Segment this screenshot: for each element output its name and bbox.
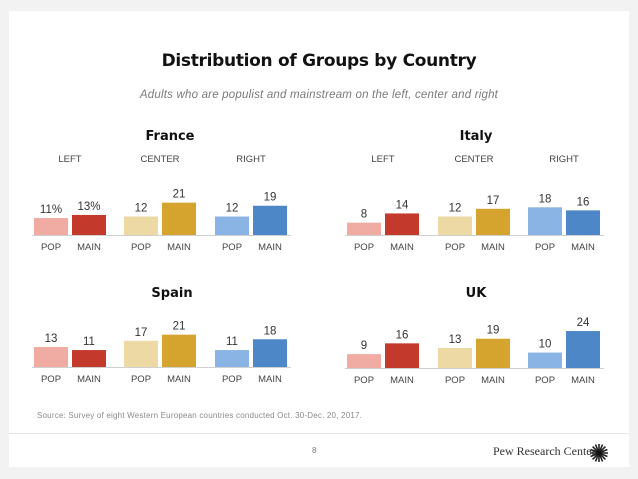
france-right-pop-axis-label: POP bbox=[222, 242, 242, 253]
uk-center-pop-axis-label: POP bbox=[445, 375, 465, 386]
italy-center-pop-value-label: 12 bbox=[449, 203, 462, 215]
spain-chart-title: Spain bbox=[151, 286, 192, 301]
spain-right-main-axis-label: MAIN bbox=[258, 374, 282, 385]
france-group-label-right: RIGHT bbox=[236, 154, 266, 165]
brand-name: Pew Research Center bbox=[493, 444, 596, 458]
spain-right-main-value-label: 18 bbox=[264, 325, 277, 337]
uk-chart-title: UK bbox=[466, 286, 488, 301]
italy-right-pop-value-label: 18 bbox=[539, 193, 552, 205]
spain-left-main-axis-label: MAIN bbox=[77, 374, 101, 385]
italy-group-label-center: CENTER bbox=[454, 154, 493, 165]
uk-center-pop-value-label: 13 bbox=[449, 334, 462, 346]
uk-right-pop-bar bbox=[528, 352, 562, 368]
italy-right-main-bar bbox=[566, 210, 600, 235]
spain-left-main-value-label: 11 bbox=[83, 336, 95, 348]
uk-right-pop-axis-label: POP bbox=[535, 375, 555, 386]
spain-right-pop-bar bbox=[215, 350, 249, 367]
slide bbox=[9, 11, 629, 467]
italy-center-pop-axis-label: POP bbox=[445, 242, 465, 253]
italy-right-pop-bar bbox=[528, 207, 562, 235]
footer-divider bbox=[9, 433, 629, 434]
france-right-main-bar bbox=[253, 205, 287, 235]
spain-center-pop-bar bbox=[124, 340, 158, 367]
uk-center-main-axis-label: MAIN bbox=[481, 375, 505, 386]
uk-left-pop-bar bbox=[347, 354, 381, 368]
spain-center-main-bar bbox=[162, 334, 196, 367]
spain-left-pop-bar bbox=[34, 346, 68, 367]
italy-center-pop-bar bbox=[438, 216, 472, 235]
france-left-pop-axis-label: POP bbox=[41, 242, 61, 253]
france-right-pop-value-label: 12 bbox=[226, 203, 239, 215]
france-left-main-bar bbox=[72, 214, 106, 235]
italy-center-main-value-label: 17 bbox=[487, 195, 500, 207]
spain-center-pop-value-label: 17 bbox=[135, 327, 148, 339]
italy-right-main-axis-label: MAIN bbox=[571, 242, 595, 253]
france-right-main-axis-label: MAIN bbox=[258, 242, 282, 253]
france-chart-title: France bbox=[145, 129, 194, 144]
slide-title: Distribution of Groups by Country bbox=[161, 51, 477, 71]
italy-left-main-bar bbox=[385, 213, 419, 235]
france-center-main-value-label: 21 bbox=[173, 189, 186, 201]
spain-center-main-axis-label: MAIN bbox=[167, 374, 191, 385]
uk-center-main-bar bbox=[476, 338, 510, 368]
italy-group-label-left: LEFT bbox=[371, 154, 394, 165]
italy-center-main-bar bbox=[476, 208, 510, 235]
uk-center-pop-bar bbox=[438, 347, 472, 368]
spain-left-main-bar bbox=[72, 350, 106, 367]
italy-left-pop-bar bbox=[347, 222, 381, 235]
france-left-main-value-label: 13% bbox=[77, 201, 100, 213]
italy-left-pop-value-label: 8 bbox=[361, 209, 367, 221]
uk-left-main-axis-label: MAIN bbox=[390, 375, 414, 386]
uk-right-main-axis-label: MAIN bbox=[571, 375, 595, 386]
france-center-pop-bar bbox=[124, 216, 158, 235]
slide-subtitle: Adults who are populist and mainstream o… bbox=[139, 89, 499, 101]
france-left-pop-value-label: 11% bbox=[40, 204, 62, 216]
france-center-pop-axis-label: POP bbox=[131, 242, 151, 253]
italy-center-main-axis-label: MAIN bbox=[481, 242, 505, 253]
pew-sunburst-icon bbox=[590, 444, 608, 462]
page-number: 8 bbox=[312, 446, 317, 455]
italy-left-main-value-label: 14 bbox=[396, 199, 409, 211]
italy-right-pop-axis-label: POP bbox=[535, 242, 555, 253]
france-group-label-center: CENTER bbox=[140, 154, 179, 165]
uk-right-main-bar bbox=[566, 331, 600, 368]
uk-center-main-value-label: 19 bbox=[487, 325, 500, 337]
spain-left-pop-axis-label: POP bbox=[41, 374, 61, 385]
france-right-main-value-label: 19 bbox=[264, 192, 277, 204]
france-left-pop-bar bbox=[34, 218, 68, 235]
italy-chart-title: Italy bbox=[460, 129, 493, 144]
spain-center-main-value-label: 21 bbox=[173, 321, 186, 333]
france-center-main-bar bbox=[162, 202, 196, 235]
france-group-label-left: LEFT bbox=[58, 154, 81, 165]
uk-right-main-value-label: 24 bbox=[577, 317, 590, 329]
france-center-main-axis-label: MAIN bbox=[167, 242, 191, 253]
uk-right-pop-value-label: 10 bbox=[539, 339, 552, 351]
uk-left-main-value-label: 16 bbox=[396, 329, 409, 341]
france-center-pop-value-label: 12 bbox=[135, 203, 148, 215]
spain-center-pop-axis-label: POP bbox=[131, 374, 151, 385]
spain-right-main-bar bbox=[253, 339, 287, 367]
italy-group-label-right: RIGHT bbox=[549, 154, 579, 165]
spain-right-pop-value-label: 11 bbox=[226, 336, 238, 348]
italy-left-main-axis-label: MAIN bbox=[390, 242, 414, 253]
uk-left-pop-value-label: 9 bbox=[361, 340, 367, 352]
uk-left-pop-axis-label: POP bbox=[354, 375, 374, 386]
uk-left-main-bar bbox=[385, 343, 419, 368]
spain-right-pop-axis-label: POP bbox=[222, 374, 242, 385]
italy-left-pop-axis-label: POP bbox=[354, 242, 374, 253]
source-note: Source: Survey of eight Western European… bbox=[37, 411, 363, 420]
france-right-pop-bar bbox=[215, 216, 249, 235]
france-left-main-axis-label: MAIN bbox=[77, 242, 101, 253]
italy-right-main-value-label: 16 bbox=[577, 196, 590, 208]
spain-left-pop-value-label: 13 bbox=[45, 333, 58, 345]
